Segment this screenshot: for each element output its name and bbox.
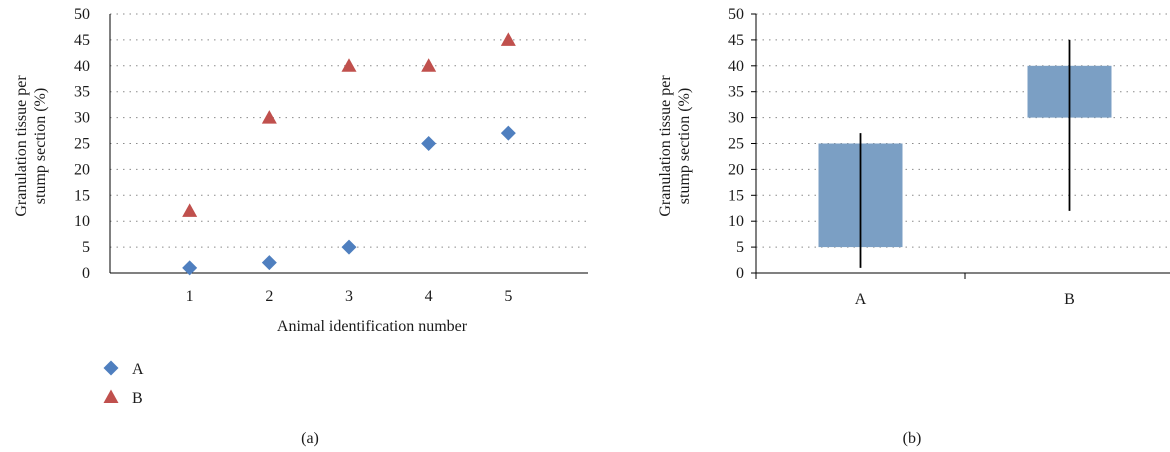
box-y-axis-label: Granulation tissue per stump section (%) [657, 75, 693, 217]
y-tick-label: 15 [728, 187, 744, 204]
y-tick-label: 10 [728, 213, 744, 230]
y-tick-label: 45 [74, 32, 90, 49]
box-axes [751, 13, 1170, 279]
y-tick-label: 20 [74, 161, 90, 178]
x-tick-label: 1 [186, 288, 194, 305]
legend-marker-a [103, 360, 119, 376]
series-b-point [261, 110, 277, 124]
y-axis-label-line: stump section (%) [676, 88, 693, 204]
y-axis-label-line: Granulation tissue per [657, 75, 674, 217]
series-b-point [182, 203, 198, 217]
x-tick-label: A [855, 291, 867, 308]
scatter-gridlines [110, 13, 588, 248]
y-tick-label: 25 [728, 136, 744, 153]
y-tick-label: 15 [74, 187, 90, 204]
series-b-point [341, 58, 357, 72]
y-tick-label: 0 [736, 265, 744, 282]
series-a-point [421, 136, 437, 151]
x-tick-label: 5 [504, 288, 512, 305]
series-b-point [500, 32, 516, 46]
legend-label-b: B [132, 390, 143, 407]
x-tick-label: 4 [425, 288, 433, 305]
scatter-legend: AB [103, 360, 144, 407]
scatter-y-tick-labels: 0 5 10 15 20 25 30 35 40 45 50 [74, 6, 90, 282]
scatter-x-tick-labels: 1 2 3 4 5 [186, 288, 513, 305]
y-axis-label-line: stump section (%) [32, 88, 49, 204]
y-tick-label: 35 [728, 84, 744, 101]
y-tick-label: 10 [74, 213, 90, 230]
box-plot-boxes [818, 39, 1112, 268]
legend-marker-b [103, 389, 119, 403]
y-tick-label: 5 [82, 239, 90, 256]
y-tick-label: 30 [728, 110, 744, 127]
y-tick-label: 5 [736, 239, 744, 256]
panel-label-a: (a) [301, 430, 319, 447]
series-b-point [421, 58, 437, 72]
x-tick-label: 2 [265, 288, 273, 305]
series-a-point [182, 260, 198, 276]
y-tick-label: 0 [82, 265, 90, 282]
y-axis-label-line: Granulation tissue per [13, 75, 30, 217]
y-tick-label: 50 [74, 6, 90, 23]
y-tick-label: 20 [728, 161, 744, 178]
box-gridlines [756, 13, 1170, 248]
y-tick-label: 25 [74, 136, 90, 153]
x-tick-label: B [1064, 291, 1075, 308]
series-a-point [500, 125, 516, 141]
y-tick-label: 30 [74, 110, 90, 127]
panel-label-b: (b) [902, 430, 922, 447]
y-tick-label: 40 [74, 58, 90, 75]
series-a-point [341, 239, 357, 255]
legend-label-a: A [132, 361, 144, 378]
scatter-y-axis-label: Granulation tissue per stump section (%) [13, 75, 49, 217]
y-tick-label: 40 [728, 58, 744, 75]
x-tick-label: 3 [345, 288, 353, 305]
series-a-point [261, 255, 277, 271]
y-tick-label: 50 [728, 6, 744, 23]
y-tick-label: 35 [74, 84, 90, 101]
y-tick-label: 45 [728, 32, 744, 49]
scatter-points [182, 32, 516, 276]
scatter-x-axis-label: Animal identification number [277, 318, 468, 335]
box-y-tick-labels: 0 5 10 15 20 25 30 35 40 45 50 [728, 6, 744, 282]
